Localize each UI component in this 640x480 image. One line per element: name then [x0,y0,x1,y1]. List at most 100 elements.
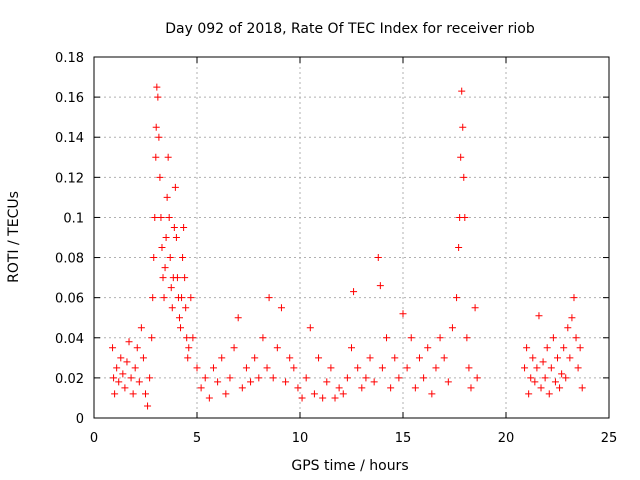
data-point [263,364,271,372]
data-point [574,364,582,372]
data-point [146,374,154,382]
data-point [440,354,448,362]
data-point [209,364,217,372]
data-point [158,244,166,252]
data-point [315,354,323,362]
data-point [531,378,539,386]
data-point [156,173,164,181]
data-point [529,354,537,362]
data-point [150,254,158,262]
data-point [157,213,165,221]
data-point [127,374,135,382]
data-point [294,384,302,392]
data-point [343,374,351,382]
data-point [282,378,290,386]
data-point [554,354,561,362]
data-point [177,324,185,332]
x-tick-label: 0 [90,431,98,446]
data-point [173,274,181,282]
data-point [570,294,578,302]
grid-lines [94,57,609,418]
data-point [465,364,473,372]
data-point [376,282,384,290]
data-point [137,324,145,332]
x-tick-label: 10 [292,431,309,446]
data-point [545,390,553,398]
data-point [238,384,246,392]
data-point [222,390,230,398]
data-point [149,294,157,302]
x-tick-label: 5 [193,431,201,446]
data-point [527,374,535,382]
data-point [123,358,131,366]
axis-ticks: 0 5 10 15 20 25 0 0.02 0.04 0.06 0.08 0.1 0.12 0.14 0.… [55,51,617,446]
data-point [547,364,555,372]
data-point [302,374,310,382]
data-point [154,93,162,101]
data-point [110,374,118,382]
data-point [473,374,481,382]
data-point [201,374,209,382]
data-point [269,374,277,382]
data-point [155,133,163,141]
data-point [387,384,395,392]
data-point [259,334,267,342]
data-point [119,370,127,378]
data-point [111,390,119,398]
data-point [370,378,378,386]
data-point [348,344,355,352]
data-point [170,223,178,231]
x-tick-label: 15 [395,431,412,446]
data-point [566,354,574,362]
data-point [407,334,415,342]
data-point [444,378,452,386]
plot-frame [93,56,610,419]
data-point [148,334,156,342]
data-point [109,344,117,352]
data-point [255,374,263,382]
data-point [171,183,179,191]
data-point [399,310,407,318]
y-tick-label: 0.18 [55,51,84,66]
data-point [187,294,195,302]
data-point [331,394,339,402]
data-points [109,83,586,410]
data-point [455,244,463,252]
data-point [135,378,143,386]
y-tick-label: 0.12 [55,171,84,186]
data-point [168,304,176,312]
x-tick-label: 20 [498,431,515,446]
data-point [319,394,327,402]
data-point [358,384,366,392]
data-point [152,153,160,161]
y-tick-label: 0.14 [55,131,84,146]
data-point [463,334,471,342]
data-point [350,288,358,296]
data-point [560,344,568,352]
data-point [471,304,479,312]
data-point [549,334,557,342]
data-point [562,374,570,382]
data-point [265,294,273,302]
data-point [185,344,193,352]
data-point [366,354,374,362]
data-point [391,354,399,362]
data-point [335,384,343,392]
data-point [339,390,347,398]
data-point [181,274,189,282]
data-point [247,378,255,386]
data-point [121,384,129,392]
data-point [113,364,121,372]
data-point [543,344,551,352]
data-point [162,234,170,241]
data-point [378,364,386,372]
data-point [576,344,584,352]
y-tick-label: 0.02 [55,372,84,387]
data-point [533,364,541,372]
data-point [298,394,306,402]
y-tick-label: 0.1 [63,211,84,226]
data-point [578,384,586,392]
data-point [306,324,314,332]
data-point [160,294,168,302]
